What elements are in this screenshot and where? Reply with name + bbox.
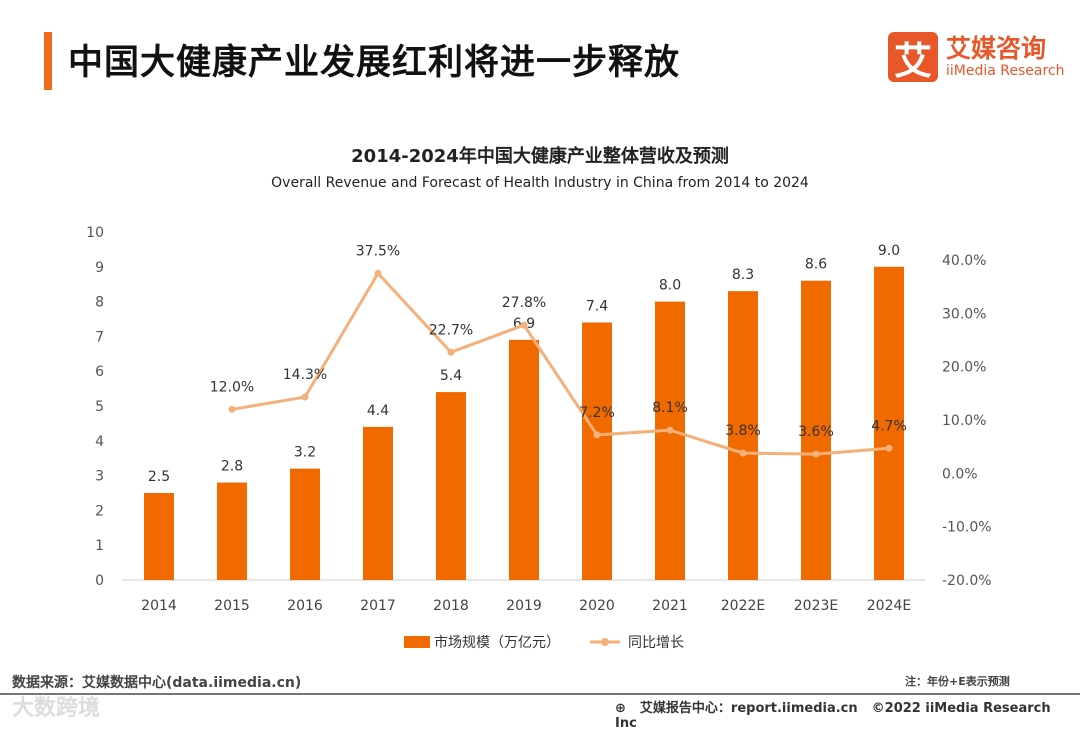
legend-bar-label: 市场规模（万亿元） [434, 634, 560, 651]
growth-point [739, 449, 747, 457]
y-tick-label: 1 [95, 538, 104, 554]
bar [363, 426, 393, 580]
growth-point [593, 431, 601, 439]
chart-subtitle: Overall Revenue and Forecast of Health I… [271, 175, 809, 191]
bar-value-label: 3.2 [294, 445, 316, 461]
x-tick-label: 2021 [652, 598, 688, 614]
growth-point [520, 321, 528, 329]
bar-value-label: 2.5 [148, 469, 170, 485]
y-tick-label: 4 [95, 434, 104, 450]
y2-tick-label: 40.0% [942, 253, 986, 269]
logo-mark: 艾 [888, 32, 938, 83]
y-tick-label: 0 [95, 573, 104, 589]
growth-value-label: 37.5% [356, 243, 400, 259]
bar-value-label: 8.6 [805, 257, 827, 273]
watermark: 大数跨境 [12, 696, 101, 721]
bar [582, 322, 612, 580]
bar-value-label: 9.0 [878, 243, 900, 259]
x-tick-label: 2014 [141, 598, 177, 614]
bar-value-label: 8.3 [732, 267, 754, 283]
legend-line-marker [601, 638, 609, 646]
growth-point [812, 450, 820, 458]
page-title: 中国大健康产业发展红利将进一步释放 [68, 43, 681, 83]
growth-value-label: 3.8% [725, 423, 761, 439]
x-tick-label: 2024E [867, 598, 911, 614]
growth-value-label: 4.7% [871, 418, 907, 434]
growth-point [228, 405, 236, 413]
data-source: 数据来源：艾媒数据中心(data.iimedia.cn) [12, 675, 302, 691]
x-tick-label: 2015 [214, 598, 250, 614]
growth-value-label: 7.2% [579, 405, 615, 421]
growth-value-label: 27.8% [502, 295, 546, 311]
bar [655, 301, 685, 580]
chart-title: 2014-2024年中国大健康产业整体营收及预测 [351, 146, 729, 167]
growth-point [447, 348, 455, 356]
growth-value-label: 8.1% [652, 400, 688, 416]
bar-value-label: 7.4 [586, 298, 608, 314]
x-tick-label: 2020 [579, 598, 615, 614]
report-link[interactable]: 艾媒报告中心：report.iimedia.cn [639, 701, 858, 716]
y-tick-label: 8 [95, 295, 104, 311]
bar-value-label: 2.8 [221, 459, 243, 475]
x-tick-label: 2019 [506, 598, 542, 614]
growth-point [666, 426, 674, 434]
legend-line-label: 同比增长 [628, 635, 684, 651]
bar [874, 266, 904, 580]
footer: ⊕ 艾媒报告中心：report.iimedia.cn ©2022 iiMedia R… [615, 697, 1080, 731]
y2-tick-label: 0.0% [942, 466, 978, 482]
note: 注：年份+E表示预测 [905, 675, 1010, 688]
logo: 艾 艾媒咨询 iiMedia Research [888, 32, 1065, 83]
growth-point [885, 444, 893, 452]
y-tick-label: 9 [95, 260, 104, 276]
growth-value-label: 12.0% [210, 379, 254, 395]
x-tick-label: 2016 [287, 598, 323, 614]
growth-value-label: 14.3% [283, 367, 327, 383]
bar [509, 339, 539, 580]
globe-icon: ⊕ [615, 701, 626, 716]
growth-value-label: 22.7% [429, 322, 473, 338]
x-tick-label: 2017 [360, 598, 396, 614]
growth-point [301, 393, 309, 401]
divider [0, 693, 1080, 695]
y2-tick-label: 30.0% [942, 306, 986, 322]
title-accent [44, 32, 52, 90]
bar [728, 291, 758, 580]
bar [144, 493, 174, 580]
growth-line [231, 270, 890, 456]
y-tick-label: 10 [86, 225, 104, 241]
bar-value-label: 8.0 [659, 278, 681, 294]
x-tick-label: 2023E [794, 598, 838, 614]
legend-bar-swatch [404, 636, 430, 648]
logo-en: iiMedia Research [946, 63, 1065, 79]
bar [290, 468, 320, 580]
bar [436, 392, 466, 580]
y-tick-label: 3 [95, 469, 104, 485]
y2-tick-label: -20.0% [942, 573, 992, 589]
y2-tick-label: 20.0% [942, 360, 986, 376]
bar-value-label: 5.4 [440, 368, 462, 384]
y2-tick-label: 10.0% [942, 413, 986, 429]
y-tick-label: 6 [95, 364, 104, 380]
y2-tick-label: -10.0% [942, 520, 992, 536]
x-tick-label: 2022E [721, 598, 765, 614]
bar [217, 482, 247, 580]
y-tick-label: 5 [95, 399, 104, 415]
growth-point [374, 269, 382, 277]
x-tick-label: 2018 [433, 598, 469, 614]
bar [801, 280, 831, 580]
y-tick-label: 2 [95, 503, 104, 519]
bar-value-label: 4.4 [367, 403, 389, 419]
y-tick-label: 7 [95, 329, 104, 345]
growth-value-label: 3.6% [798, 424, 834, 440]
logo-cn: 艾媒咨询 [946, 34, 1047, 63]
